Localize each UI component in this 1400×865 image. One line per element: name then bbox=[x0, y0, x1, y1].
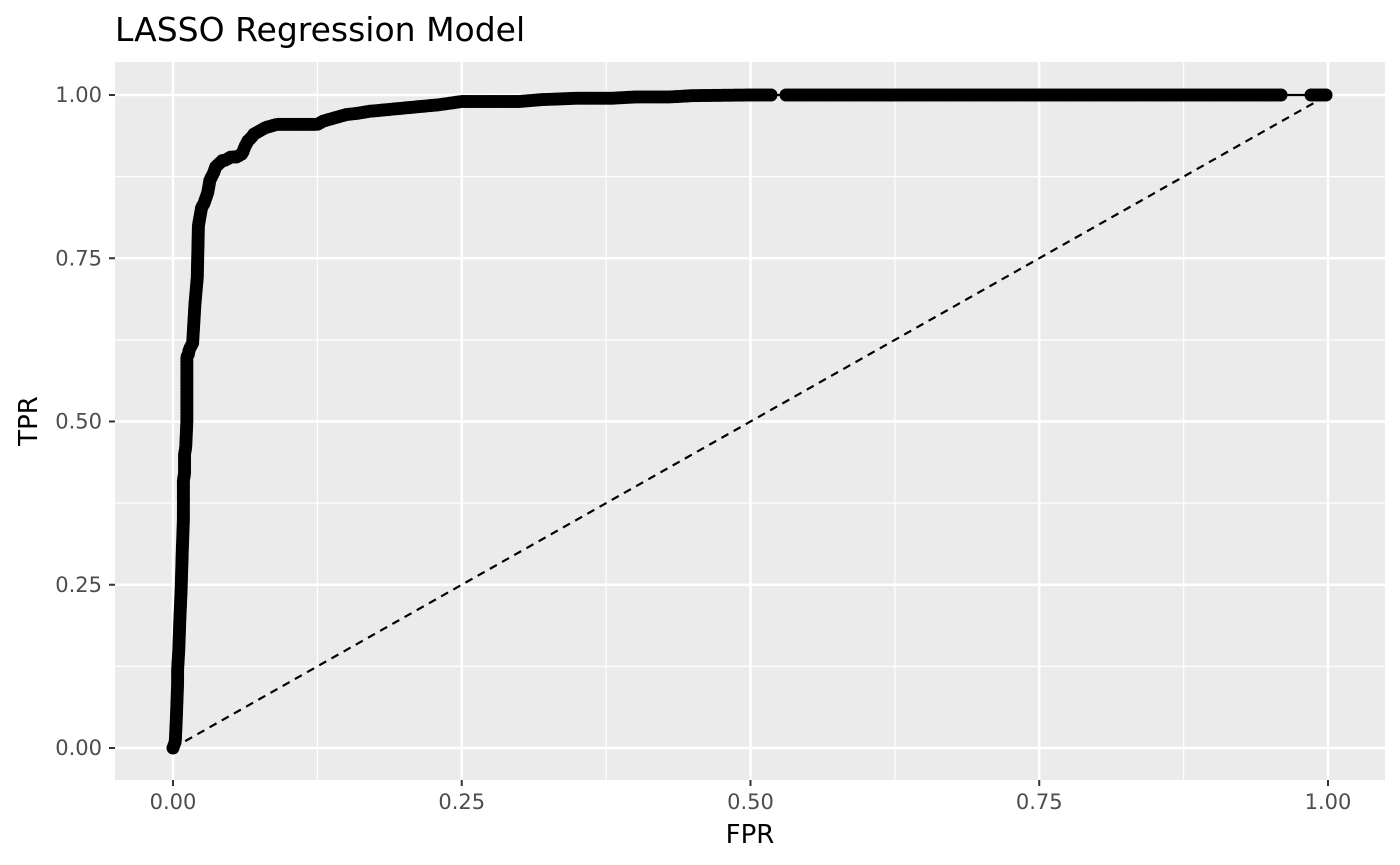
y-axis-title: TPR bbox=[14, 396, 44, 447]
roc-point bbox=[764, 88, 778, 102]
x-axis-title: FPR bbox=[726, 820, 775, 850]
reference-line bbox=[172, 94, 1329, 749]
y-tick-label: 0.75 bbox=[55, 246, 102, 270]
reference-line-layer bbox=[172, 94, 1329, 749]
roc-curve-layer bbox=[166, 88, 1333, 755]
y-tick-label: 0.50 bbox=[55, 410, 102, 434]
y-tick-label: 1.00 bbox=[55, 83, 102, 107]
axis-ticks: 0.00 0.25 0.50 0.75 1.00 0.00 0.25 0.50 0.75 1.00 bbox=[55, 83, 1351, 814]
x-tick-label: 0.00 bbox=[150, 790, 197, 814]
x-tick-label: 0.75 bbox=[1016, 790, 1063, 814]
x-tick-label: 0.25 bbox=[438, 790, 485, 814]
y-tick-label: 0.25 bbox=[55, 573, 102, 597]
x-tick-label: 1.00 bbox=[1305, 790, 1352, 814]
chart-title: LASSO Regression Model bbox=[115, 10, 525, 49]
roc-point bbox=[1319, 88, 1333, 102]
y-tick-label: 0.00 bbox=[55, 736, 102, 760]
x-tick-label: 0.50 bbox=[727, 790, 774, 814]
roc-point bbox=[1274, 88, 1288, 102]
